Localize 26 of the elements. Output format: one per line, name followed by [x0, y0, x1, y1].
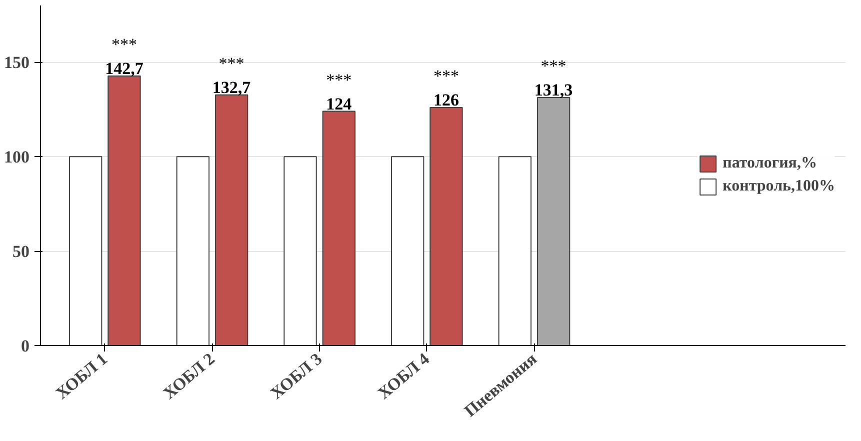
data-label: 124 [326, 94, 352, 114]
y-tick-label: 0 [21, 336, 30, 356]
annotation: *** [111, 34, 137, 54]
data-label: 131,3 [534, 80, 573, 100]
bar [390, 156, 424, 346]
bar [108, 75, 141, 346]
legend-label: патология,% [722, 154, 817, 172]
annotation: *** [540, 56, 566, 76]
bar [284, 156, 317, 346]
data-label: 132,7 [212, 78, 252, 97]
bar [176, 156, 210, 346]
data-label: 126 [433, 90, 459, 110]
annotation: *** [326, 70, 352, 90]
bar [536, 96, 570, 346]
y-tick-label: 150 [4, 53, 30, 72]
data-label: 142,7 [105, 58, 144, 78]
legend-label: контроль,100% [722, 178, 835, 196]
bar [68, 156, 102, 346]
annotation: *** [218, 54, 244, 73]
y-tick-label: 100 [4, 148, 30, 167]
y-tick-label: 50 [12, 242, 30, 262]
bar [430, 107, 463, 346]
bar [214, 94, 248, 346]
bar [498, 156, 532, 346]
annotation: *** [433, 66, 459, 86]
bar [322, 110, 356, 346]
